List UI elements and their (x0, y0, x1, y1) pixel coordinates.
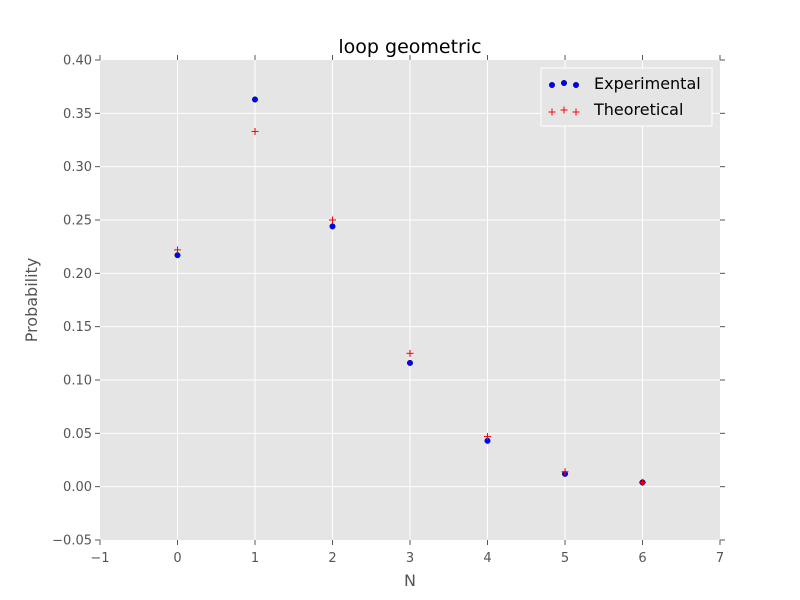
legend-marker-plus (548, 108, 556, 116)
data-point-theoretical (406, 349, 414, 357)
y-tick-label: 0.00 (63, 480, 92, 495)
y-tick-label: 0.25 (63, 214, 92, 229)
x-tick-labels: −1 0 1 2 3 4 5 6 7 (90, 551, 724, 566)
data-point-theoretical (639, 478, 646, 486)
legend-marker-circle (549, 81, 556, 88)
data-point-experimental (251, 96, 258, 103)
x-tick-label: −1 (90, 551, 109, 566)
y-tick-label: 0.05 (63, 427, 92, 442)
grid (100, 60, 720, 540)
legend-marker-plus (572, 108, 580, 116)
data-point-experimental (407, 359, 414, 366)
y-tick-label: 0.10 (63, 374, 92, 389)
data-point-theoretical (329, 216, 336, 224)
x-axis-title: N (404, 571, 416, 590)
y-axis-title: Probability (22, 258, 41, 343)
data-point-theoretical (174, 246, 181, 254)
x-tick-label: 4 (483, 551, 491, 566)
x-tick-label: 2 (328, 551, 336, 566)
x-tick-label: 0 (173, 551, 181, 566)
legend-marker-experimental (549, 79, 580, 88)
y-tick-label: −0.05 (52, 534, 92, 549)
data-point-experimental (329, 223, 336, 230)
x-tick-label: 1 (251, 551, 259, 566)
x-tick-label: 5 (561, 551, 569, 566)
y-tick-label: 0.15 (63, 320, 92, 335)
y-tick-label: 0.35 (63, 107, 92, 122)
legend-marker-plus (560, 106, 568, 114)
legend-label-experimental: Experimental (594, 74, 701, 93)
x-tick-label: 6 (638, 551, 646, 566)
y-tick-label: 0.30 (63, 160, 92, 175)
legend-marker-circle (561, 79, 568, 86)
data-point-theoretical (484, 433, 491, 441)
y-tick-label: 0.40 (63, 54, 92, 69)
legend-label-theoretical: Theoretical (593, 100, 683, 119)
y-tick-label: 0.20 (63, 267, 92, 282)
series-theoretical (174, 127, 646, 486)
x-tick-label: 3 (406, 551, 414, 566)
x-tick-label: 7 (716, 551, 724, 566)
legend-marker-circle (573, 81, 580, 88)
legend-marker-theoretical (548, 106, 580, 116)
legend: Experimental Theoretical (540, 67, 713, 127)
data-point-theoretical (251, 127, 259, 135)
chart-title: loop geometric (338, 36, 481, 58)
data-point-theoretical (561, 468, 569, 476)
legend-box (540, 67, 713, 127)
axis-ticks (95, 55, 725, 545)
y-tick-labels: −0.05 0.00 0.05 0.10 0.15 0.20 0.25 0.30 0.35 0.4… (52, 54, 92, 549)
